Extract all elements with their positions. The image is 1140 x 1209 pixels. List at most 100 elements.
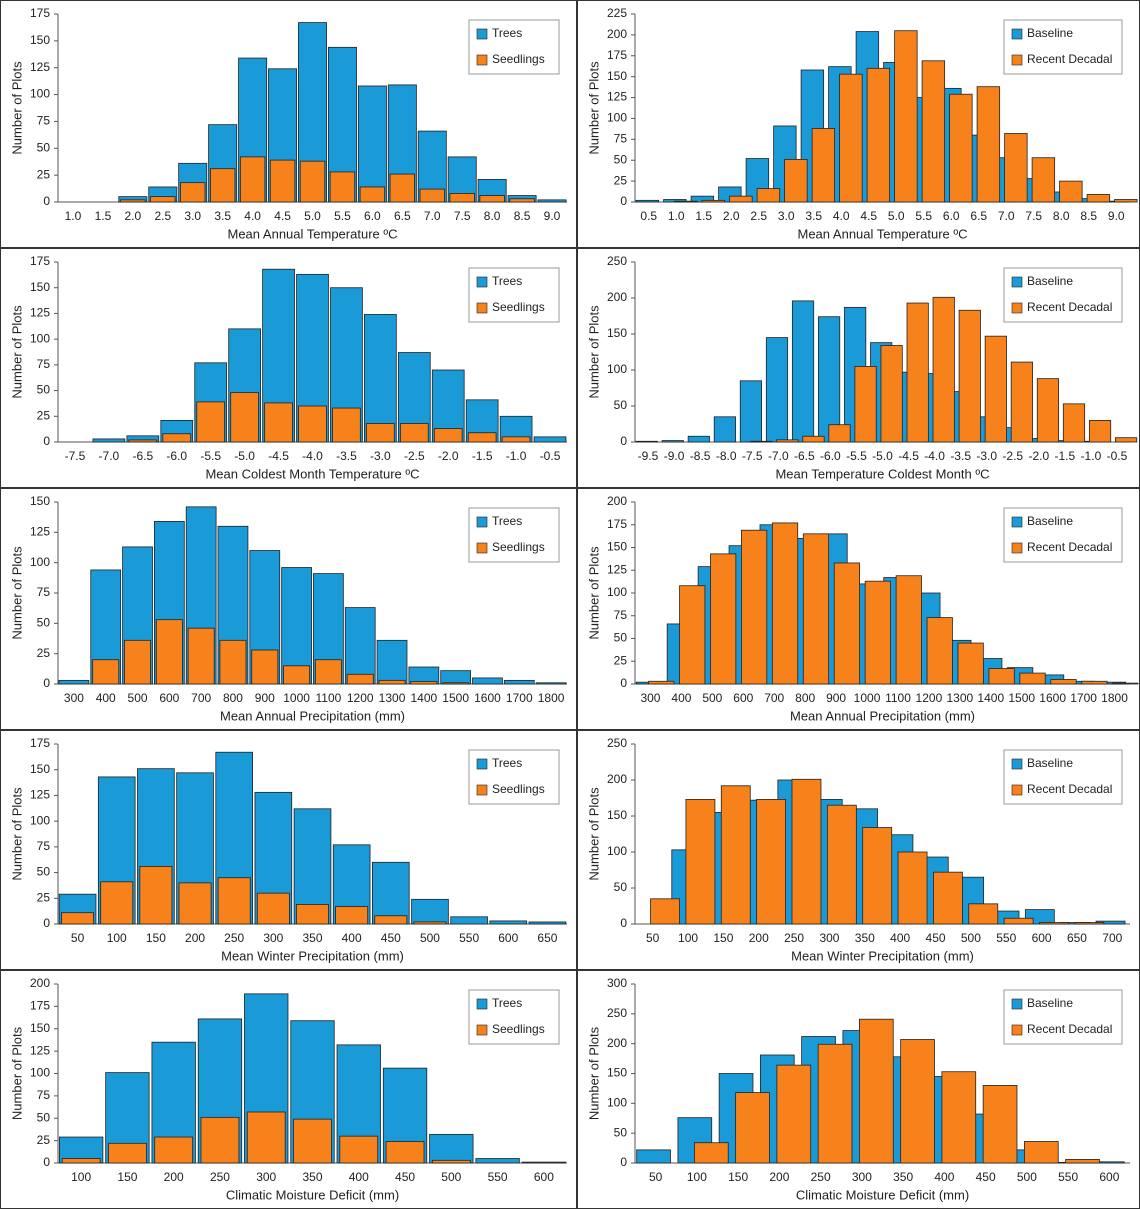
bar	[219, 639, 247, 685]
x-tick-label: 8.0	[484, 209, 501, 223]
bar	[826, 804, 857, 925]
chart-panel: 0 25 50 75 100 125 150 175 50 100 150 200 250 300 350 4…	[0, 730, 577, 970]
bar	[298, 405, 327, 443]
bar	[150, 196, 176, 203]
bar	[894, 30, 918, 203]
x-tick-label: 1.0	[668, 209, 685, 223]
bar	[509, 198, 535, 203]
x-tick-label: 550	[996, 931, 1016, 945]
legend-box	[1003, 989, 1123, 1045]
y-tick-label: 150	[607, 326, 627, 340]
x-axis-title: Mean Annual Precipitation (mm)	[220, 708, 405, 723]
bar	[155, 619, 183, 685]
y-tick-label: 50	[37, 616, 51, 630]
x-tick-label: 800	[223, 691, 243, 705]
legend-swatch	[1011, 998, 1023, 1010]
legend-swatch	[476, 758, 488, 770]
bar	[339, 1135, 379, 1164]
bar	[299, 160, 326, 203]
bar	[413, 921, 447, 925]
y-tick-label: 200	[607, 1036, 627, 1050]
x-tick-label: 200	[749, 931, 769, 945]
x-tick-label: 600	[534, 1170, 554, 1184]
bar	[720, 785, 751, 925]
y-tick-label: 125	[607, 562, 627, 576]
bar	[1003, 917, 1034, 925]
x-tick-label: 600	[1099, 1170, 1119, 1184]
legend-swatch	[1011, 758, 1023, 770]
legend-swatch	[1011, 54, 1023, 66]
x-tick-label: 7.5	[454, 209, 471, 223]
bar	[802, 533, 830, 685]
bar	[92, 659, 120, 685]
x-tick-label: -5.5	[846, 449, 867, 463]
bar	[858, 1018, 894, 1164]
legend-label: Trees	[492, 996, 522, 1010]
bar	[735, 1092, 770, 1164]
chart-panel: 0 25 50 75 100 125 150 175 200 100 150 200 250 300 350…	[0, 970, 577, 1209]
y-tick-label: 225	[607, 6, 627, 20]
bar	[694, 1142, 729, 1164]
y-tick-label: 150	[607, 540, 627, 554]
legend-swatch	[476, 542, 488, 554]
legend-swatch	[476, 998, 488, 1010]
x-tick-label: -6.5	[132, 449, 153, 463]
x-tick-label: -3.0	[370, 449, 391, 463]
bar	[1062, 403, 1086, 443]
bar	[661, 440, 684, 443]
bar	[503, 679, 535, 685]
bar	[1010, 361, 1033, 443]
x-tick-label: 550	[459, 931, 479, 945]
bar	[433, 428, 463, 443]
y-tick-label: 125	[607, 90, 627, 104]
legend-box	[1003, 267, 1123, 323]
bar	[357, 85, 387, 203]
legend-label: Baseline	[1027, 996, 1073, 1010]
x-tick-label: 350	[855, 931, 875, 945]
bar	[535, 682, 567, 685]
y-tick-label: 175	[30, 254, 50, 268]
bar	[648, 680, 675, 685]
y-tick-label: 100	[607, 111, 627, 125]
legend-swatch	[476, 1024, 488, 1036]
x-tick-label: 1500	[1008, 691, 1035, 705]
bar	[239, 156, 266, 203]
y-tick-label: 200	[607, 772, 627, 786]
bar	[1115, 437, 1138, 443]
x-tick-label: -6.0	[820, 449, 841, 463]
bar	[926, 617, 953, 685]
bar	[359, 186, 386, 203]
bar	[385, 1141, 425, 1164]
x-tick-label: 4.5	[860, 209, 877, 223]
y-tick-label: 50	[614, 880, 628, 894]
bar	[949, 93, 973, 203]
y-tick-label: 25	[37, 408, 51, 422]
bar	[1050, 679, 1077, 685]
x-tick-label: 500	[420, 931, 440, 945]
y-tick-label: 250	[607, 1006, 627, 1020]
bar	[771, 522, 799, 685]
x-tick-label: -5.5	[200, 449, 221, 463]
x-tick-label: 800	[795, 691, 815, 705]
x-tick-label: 50	[71, 931, 85, 945]
bar	[162, 433, 192, 443]
y-tick-label: 0	[620, 1155, 627, 1169]
y-tick-label: 175	[30, 736, 50, 750]
bar	[880, 345, 903, 443]
bar	[374, 915, 408, 925]
x-tick-label: 1500	[442, 691, 469, 705]
x-tick-label: -7.0	[768, 449, 789, 463]
legend-label: Seedlings	[492, 1022, 545, 1036]
x-tick-label: 900	[826, 691, 846, 705]
legend-label: Trees	[492, 274, 522, 288]
x-tick-label: 6.5	[970, 209, 987, 223]
y-tick-label: 50	[37, 865, 51, 879]
bar	[124, 639, 151, 685]
x-tick-label: 400	[890, 931, 910, 945]
bar	[187, 627, 215, 685]
x-tick-label: -9.5	[638, 449, 659, 463]
bar	[283, 665, 311, 685]
x-tick-label: 200	[185, 931, 205, 945]
y-tick-label: 0	[620, 916, 627, 930]
